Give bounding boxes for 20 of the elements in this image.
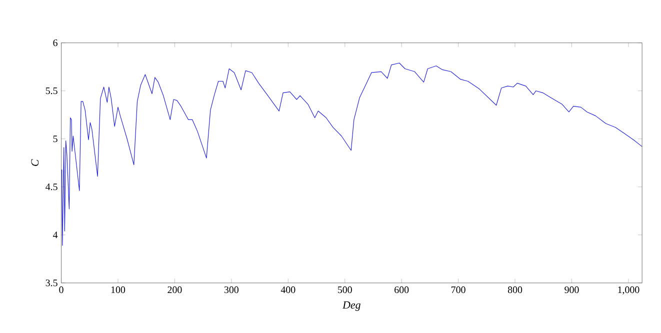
x-tick-label: 400 — [280, 286, 296, 294]
y-tick-label: 5.5 — [46, 88, 58, 94]
y-axis-title: C — [31, 159, 39, 166]
y-tick-label: 6 — [53, 40, 58, 46]
x-tick-label: 900 — [564, 286, 579, 294]
x-tick-label: 100 — [111, 286, 126, 294]
x-tick-label: 800 — [508, 286, 522, 294]
x-tick-label: 1,000 — [618, 286, 640, 295]
x-tick-label: 200 — [168, 286, 182, 294]
line-series — [62, 62, 642, 246]
x-axis-title: Deg — [342, 302, 360, 311]
y-tick-label: 4.5 — [46, 184, 58, 190]
y-tick-label: 3.5 — [46, 280, 58, 286]
x-tick-label: 300 — [224, 286, 238, 294]
x-tick-label: 500 — [338, 286, 352, 294]
x-tick-label: 700 — [452, 286, 466, 294]
x-tick-label: 0 — [59, 286, 64, 294]
y-tick-label: 5 — [53, 136, 58, 142]
x-tick-label: 600 — [394, 286, 409, 294]
y-tick-label: 4 — [52, 232, 58, 238]
